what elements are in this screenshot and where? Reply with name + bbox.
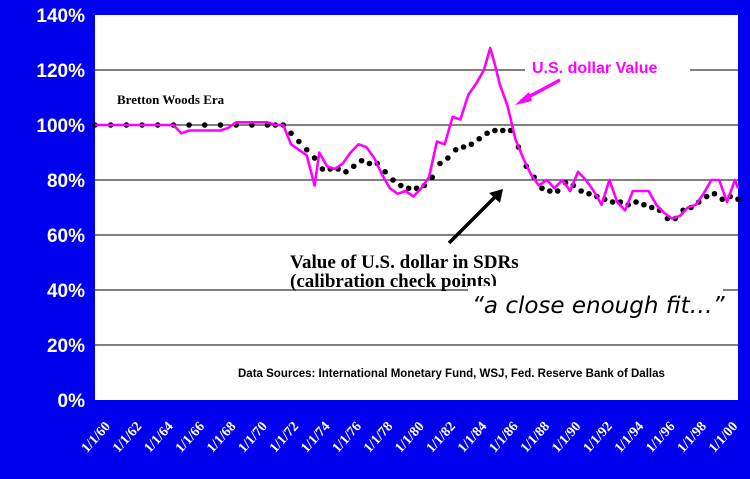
- sdr-data-point: [350, 163, 357, 170]
- sdr-data-point: [641, 201, 647, 208]
- x-tick-label: 1/1/68: [204, 419, 239, 456]
- sdr-data-point: [186, 122, 192, 128]
- y-tick-label: 80%: [47, 171, 85, 192]
- x-tick-label: 1/1/94: [612, 419, 647, 456]
- x-tick-label: 1/1/76: [330, 419, 365, 456]
- sdr-data-point: [390, 177, 396, 183]
- x-tick-label: 1/1/96: [643, 419, 678, 456]
- sdr-data-point: [366, 160, 373, 167]
- y-tick-label: 20%: [47, 336, 85, 357]
- y-axis: 0% 20% 40% 60% 80% 100% 120% 140%: [36, 6, 85, 412]
- x-axis: 1/1/601/1/621/1/641/1/661/1/681/1/701/1/…: [79, 419, 741, 456]
- sdr-data-point: [319, 166, 326, 172]
- sdr-data-point: [586, 190, 592, 197]
- sdr-data-point: [719, 196, 726, 203]
- sdr-series-label: Value of U.S. dollar in SDRs: [290, 252, 519, 273]
- x-tick-label: 1/1/92: [581, 419, 616, 456]
- x-tick-label: 1/1/84: [455, 419, 490, 456]
- sdr-data-point: [217, 122, 224, 128]
- x-tick-label: 1/1/86: [487, 419, 522, 456]
- sdr-data-point: [648, 204, 655, 211]
- sdr-data-point: [288, 130, 294, 137]
- sdr-data-point: [735, 196, 741, 203]
- sdr-data-point: [445, 155, 451, 161]
- x-tick-label: 1/1/64: [142, 419, 177, 456]
- sdr-data-point: [303, 146, 310, 153]
- x-tick-label: 1/1/66: [173, 419, 208, 456]
- data-sources-note: Data Sources: International Monetary Fun…: [238, 368, 665, 380]
- sdr-data-point: [343, 168, 349, 175]
- y-tick-label: 40%: [47, 281, 85, 302]
- y-tick-label: 100%: [36, 116, 85, 137]
- x-tick-label: 1/1/74: [298, 419, 333, 456]
- sdr-data-point: [633, 199, 639, 205]
- x-tick-label: 1/1/70: [236, 419, 271, 456]
- usd-arrow-icon: [515, 92, 532, 105]
- y-tick-label: 140%: [36, 6, 85, 27]
- sdr-arrow-shaft: [447, 194, 498, 245]
- quote-bg: [468, 286, 723, 322]
- x-tick-label: 1/1/90: [549, 419, 584, 456]
- sdr-data-point: [492, 127, 498, 134]
- sdr-data-point: [358, 157, 365, 164]
- sdr-data-point: [609, 199, 616, 205]
- usd-line-series: [95, 46, 740, 220]
- sdr-data-point: [547, 188, 553, 194]
- sdr-arrow-icon: [489, 189, 503, 203]
- sdr-data-point: [429, 174, 435, 181]
- fit-quote: “a close enough fit…”: [472, 293, 726, 319]
- sdr-data-point: [554, 188, 561, 194]
- sdr-data-point: [311, 155, 318, 161]
- usd-value-line: [95, 46, 740, 220]
- sdr-data-point: [476, 135, 483, 142]
- sdr-data-point: [405, 185, 412, 192]
- x-tick-label: 1/1/62: [110, 419, 145, 456]
- x-tick-label: 1/1/60: [79, 419, 114, 456]
- x-tick-label: 1/1/88: [518, 419, 553, 456]
- sdr-series-sublabel: (calibration check points): [290, 271, 497, 292]
- sdr-data-point: [468, 141, 475, 148]
- usd-label-bg: [525, 55, 690, 77]
- sdr-data-point: [413, 185, 420, 192]
- sdr-data-point: [296, 138, 302, 145]
- sdr-data-point: [703, 193, 710, 200]
- y-tick-label: 0%: [58, 391, 86, 412]
- sdr-data-point: [201, 122, 208, 128]
- x-tick-label: 1/1/78: [361, 419, 396, 456]
- y-tick-label: 60%: [47, 226, 85, 247]
- x-tick-label: 1/1/80: [393, 419, 428, 456]
- sdr-data-point: [484, 130, 490, 137]
- sdr-data-point: [452, 146, 459, 153]
- x-tick-label: 1/1/00: [706, 419, 741, 456]
- usd-series-label: U.S. dollar Value: [532, 60, 657, 77]
- sdr-data-point: [382, 168, 388, 175]
- x-tick-label: 1/1/98: [675, 419, 710, 456]
- sdr-data-point: [578, 188, 584, 194]
- sdr-data-point: [398, 182, 404, 189]
- sdr-data-point: [539, 185, 545, 192]
- sdr-data-point: [437, 160, 443, 167]
- bretton-woods-label: Bretton Woods Era: [117, 92, 225, 107]
- y-tick-label: 120%: [36, 61, 85, 82]
- sdr-data-point: [499, 127, 506, 134]
- x-tick-label: 1/1/72: [267, 419, 302, 456]
- sdr-data-point: [460, 144, 467, 150]
- sdr-data-point: [711, 190, 718, 197]
- plot-area: [95, 15, 738, 400]
- sdr-label-bg: [283, 248, 551, 274]
- x-tick-label: 1/1/82: [424, 419, 459, 456]
